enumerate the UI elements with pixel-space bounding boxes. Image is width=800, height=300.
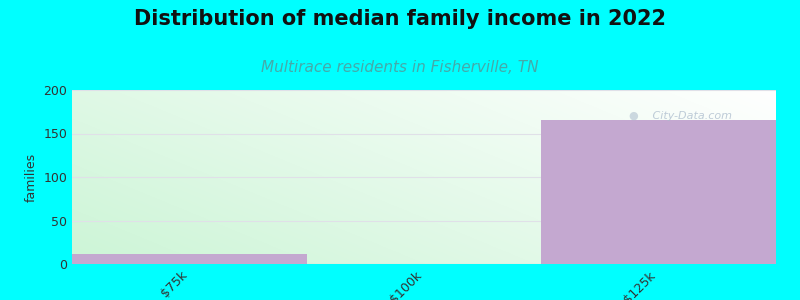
Text: Distribution of median family income in 2022: Distribution of median family income in … (134, 9, 666, 29)
Bar (542, 120, 776, 264)
Bar (72, 254, 306, 264)
Text: Multirace residents in Fisherville, TN: Multirace residents in Fisherville, TN (262, 60, 538, 75)
Y-axis label: families: families (25, 152, 38, 202)
Text: City-Data.com: City-Data.com (650, 111, 732, 121)
Text: ●: ● (628, 111, 638, 121)
